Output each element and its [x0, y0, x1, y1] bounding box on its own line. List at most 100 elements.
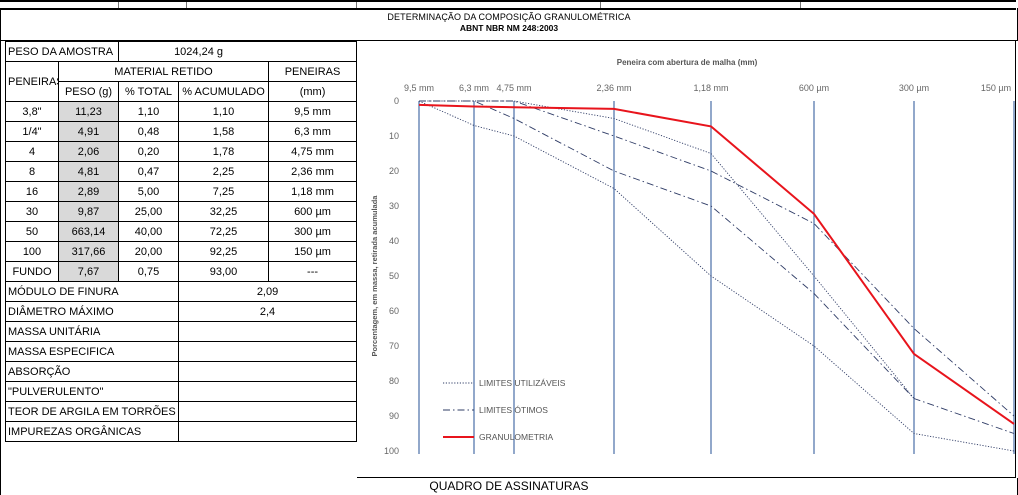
y-axis-label: Porcentagem, em massa, retirada acumulad…: [370, 195, 379, 357]
chart-title: Peneira com abertura de malha (mm): [617, 58, 758, 67]
x-tick-label: 1,18 mm: [693, 83, 728, 93]
property-label: IMPUREZAS ORGÂNICAS: [4, 421, 180, 442]
property-row: MASSA ESPECIFICA: [4, 341, 358, 362]
col-total-header: % TOTAL: [118, 81, 180, 102]
granulometry-chart: Peneira com abertura de malha (mm) 9,5 mm…: [370, 58, 1015, 456]
mm-cell: 2,36 mm: [268, 161, 358, 182]
mm-cell: 4,75 mm: [268, 141, 358, 162]
x-tick-label: 300 µm: [899, 83, 929, 93]
y-tick-label: 50: [389, 271, 399, 281]
table-row: 30 9,87 25,00 32,25 600 µm: [5, 201, 358, 222]
property-label: MASSA ESPECIFICA: [4, 341, 180, 362]
acum-cell: 1,10: [178, 101, 270, 122]
sieve-cell: FUNDO: [5, 261, 59, 282]
mm-cell: 300 µm: [268, 221, 358, 242]
total-cell: 0,47: [118, 161, 180, 182]
top-strip: [0, 0, 1016, 10]
y-tick-label: 20: [389, 166, 399, 176]
total-cell: 0,75: [118, 261, 180, 282]
table-row: FUNDO 7,67 0,75 93,00 ---: [5, 261, 358, 282]
peso-cell: 2,06: [57, 141, 120, 162]
peneiras-label: PENEIRAS: [5, 61, 59, 102]
series-line-solid: [418, 103, 1015, 425]
col-acum-header: % ACUMULADO: [178, 81, 270, 102]
mm-cell: 600 µm: [268, 201, 358, 222]
diametro-value: 2,4: [178, 301, 358, 322]
series-line-dotted: [418, 100, 1015, 452]
acum-cell: 1,58: [178, 121, 270, 142]
sieve-cell: 1/4": [5, 121, 59, 142]
signatures-footer: QUADRO DE ASSINATURAS: [0, 478, 1018, 495]
sieve-cell: 3,8": [5, 101, 59, 122]
property-value: [178, 361, 358, 382]
strip-divider: [600, 2, 601, 8]
series-line-dashdot: [419, 100, 1015, 434]
mm-cell: 6,3 mm: [268, 121, 358, 142]
y-tick-label: 100: [384, 446, 399, 456]
series-line-dashdot: [419, 100, 1015, 417]
document-header: DETERMINAÇÃO DA COMPOSIÇÃO GRANULOMÉTRIC…: [0, 8, 1018, 41]
table-row: 4 2,06 0,20 1,78 4,75 mm: [5, 141, 358, 162]
property-value: [178, 381, 358, 402]
x-tick-label: 9,5 mm: [404, 83, 434, 93]
peso-cell: 7,67: [57, 261, 120, 282]
property-value: [178, 341, 358, 362]
property-value: [178, 401, 358, 422]
x-tick-label: 600 µm: [799, 83, 829, 93]
series-line-dotted: [419, 100, 915, 399]
property-label: TEOR DE ARGILA EM TORRÕES: [4, 401, 180, 422]
sieve-cell: 100: [5, 241, 59, 262]
peso-cell: 9,87: [57, 201, 120, 222]
sieve-cell: 30: [5, 201, 59, 222]
mm-cell: 150 µm: [268, 241, 358, 262]
peneiras-mm-label: PENEIRAS: [268, 61, 358, 82]
document-title: DETERMINAÇÃO DA COMPOSIÇÃO GRANULOMÉTRIC…: [387, 12, 631, 22]
sieve-cell: 50: [5, 221, 59, 242]
peso-cell: 663,14: [57, 221, 120, 242]
y-tick-label: 90: [389, 411, 399, 421]
left-border: [0, 40, 6, 478]
peso-cell: 4,91: [57, 121, 120, 142]
x-tick-label: 2,36 mm: [596, 83, 631, 93]
y-tick-label: 60: [389, 306, 399, 316]
acum-cell: 72,25: [178, 221, 270, 242]
modulo-value: 2,09: [178, 281, 358, 302]
property-value: [178, 321, 358, 342]
y-tick-label: 70: [389, 341, 399, 351]
peso-amostra-value: 1024,24 g: [118, 41, 358, 62]
mm-cell: 1,18 mm: [268, 181, 358, 202]
diametro-label: DIÂMETRO MÁXIMO: [4, 301, 180, 322]
property-label: MASSA UNITÁRIA: [4, 321, 180, 342]
total-cell: 0,48: [118, 121, 180, 142]
sieve-cell: 4: [5, 141, 59, 162]
property-row: MASSA UNITÁRIA: [4, 321, 358, 342]
material-retido-label: MATERIAL RETIDO: [57, 61, 270, 82]
col-mm-header: (mm): [268, 81, 358, 102]
table-row: 8 4,81 0,47 2,25 2,36 mm: [5, 161, 358, 182]
peso-cell: 2,89: [57, 181, 120, 202]
property-label: "PULVERULENTO": [4, 381, 180, 402]
total-cell: 25,00: [118, 201, 180, 222]
table-row: 1/4" 4,91 0,48 1,58 6,3 mm: [5, 121, 358, 142]
y-tick-label: 80: [389, 376, 399, 386]
acum-cell: 1,78: [178, 141, 270, 162]
y-tick-label: 10: [389, 131, 399, 141]
y-tick-label: 40: [389, 236, 399, 246]
property-row: TEOR DE ARGILA EM TORRÕES: [4, 401, 358, 422]
x-tick-label: 4,75 mm: [496, 83, 531, 93]
x-tick-label: 6,3 mm: [459, 83, 489, 93]
modulo-label: MÓDULO DE FINURA: [4, 281, 180, 302]
strip-divider: [800, 2, 801, 8]
y-tick-label: 0: [394, 96, 399, 106]
strip-divider: [118, 2, 119, 8]
total-cell: 40,00: [118, 221, 180, 242]
total-cell: 20,00: [118, 241, 180, 262]
y-tick-label: 30: [389, 201, 399, 211]
acum-cell: 7,25: [178, 181, 270, 202]
sieve-cell: 8: [5, 161, 59, 182]
mm-cell: ---: [268, 261, 358, 282]
mm-cell: 9,5 mm: [268, 101, 358, 122]
acum-cell: 32,25: [178, 201, 270, 222]
legend-label: GRANULOMETRIA: [479, 432, 553, 442]
table-row: 100 317,66 20,00 92,25 150 µm: [5, 241, 358, 262]
